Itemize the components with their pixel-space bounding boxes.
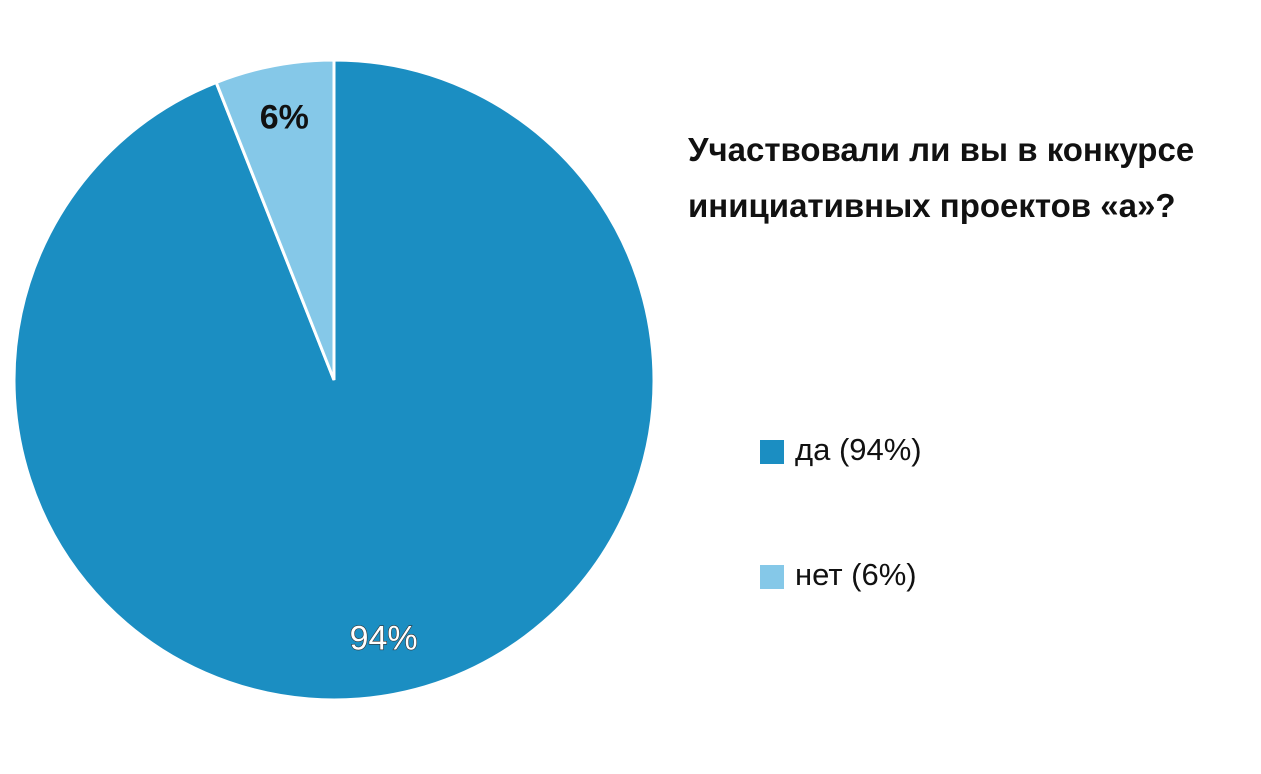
legend-swatch [760, 440, 784, 464]
data-label: 6% [260, 99, 309, 137]
legend-swatch [760, 565, 784, 589]
legend-label: да (94%) [795, 432, 922, 467]
chart-title: Участвовали ли вы в конкурсе инициативны… [688, 131, 1195, 224]
data-label: 94% [350, 619, 418, 657]
pie-slice [214, 58, 336, 381]
legend-label: нет (6%) [795, 557, 917, 592]
